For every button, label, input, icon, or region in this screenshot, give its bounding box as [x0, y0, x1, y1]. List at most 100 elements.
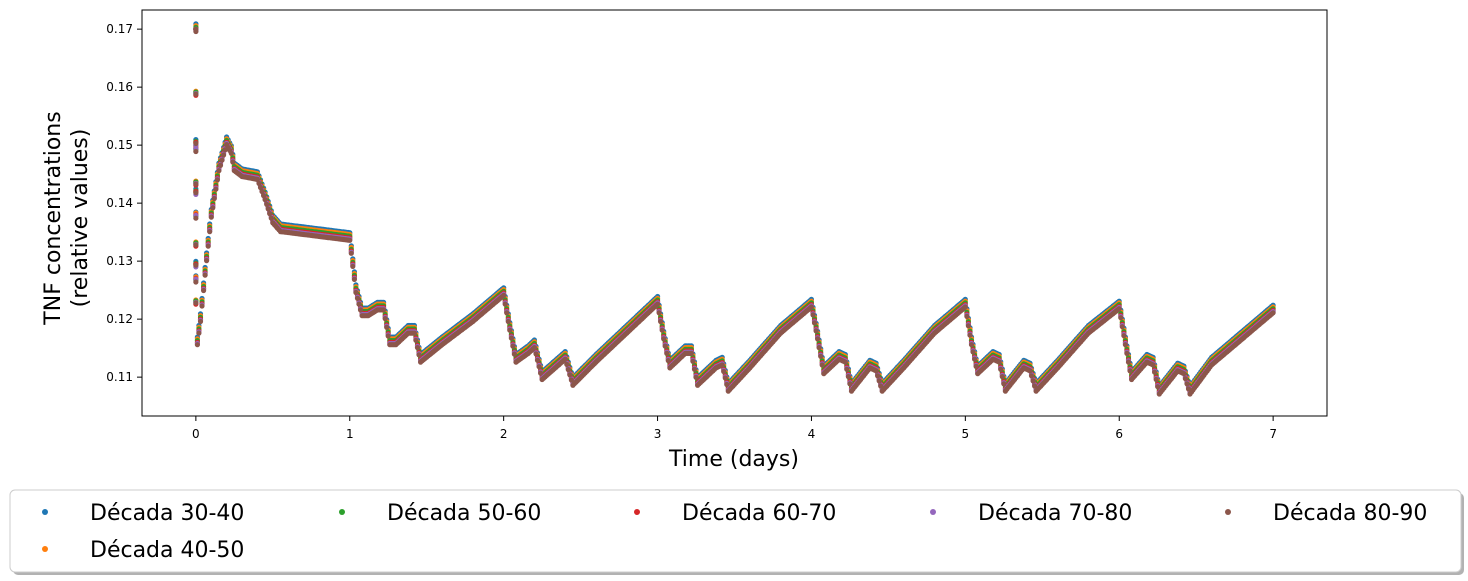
data-point — [348, 250, 354, 256]
data-point — [721, 368, 727, 375]
x-tick-label: 7 — [1269, 427, 1277, 441]
data-point — [996, 359, 1002, 365]
data-point — [193, 242, 199, 248]
data-point — [382, 316, 388, 322]
data-point — [690, 358, 696, 364]
data-point — [808, 304, 815, 310]
data-point — [968, 342, 975, 348]
data-point — [219, 157, 225, 163]
x-tick-label: 0 — [192, 427, 200, 441]
y-tick-label: 0.11 — [106, 370, 133, 384]
x-tick-label: 5 — [962, 427, 970, 441]
data-point — [965, 323, 972, 329]
y-tick-label: 0.15 — [106, 138, 133, 152]
legend-item: Década 40-50 — [42, 538, 244, 563]
data-point — [1027, 368, 1033, 374]
legend-marker — [930, 509, 936, 515]
data-point — [816, 345, 822, 351]
data-point — [256, 180, 262, 186]
data-point — [693, 374, 699, 380]
x-axis-title: Time (days) — [668, 447, 799, 472]
data-point — [199, 303, 205, 309]
data-point — [1125, 359, 1132, 365]
data-point — [1155, 384, 1161, 390]
data-point — [208, 214, 214, 220]
y-axis-title-line-1: TNF concentrations — [41, 111, 66, 325]
data-point — [228, 150, 234, 156]
data-point — [724, 381, 730, 388]
data-point — [502, 301, 508, 307]
data-point — [661, 336, 667, 342]
data-point — [1030, 378, 1036, 384]
data-point — [193, 181, 199, 187]
data-point — [1119, 324, 1125, 330]
y-tick-label: 0.12 — [106, 312, 133, 326]
legend-item: Década 70-80 — [930, 501, 1132, 526]
data-point — [193, 215, 199, 221]
data-point — [205, 243, 211, 249]
series-5 — [193, 26, 1276, 396]
data-point — [1001, 381, 1007, 387]
data-point — [1152, 369, 1158, 375]
data-point — [999, 374, 1005, 380]
plot-frame — [141, 9, 1328, 417]
data-point — [972, 356, 978, 362]
y-tick-label: 0.17 — [106, 22, 133, 36]
data-point — [662, 343, 668, 349]
data-point — [665, 358, 671, 364]
data-point — [210, 205, 216, 211]
data-point — [230, 159, 236, 165]
data-point — [1150, 362, 1156, 368]
data-point — [221, 152, 227, 158]
data-point — [267, 211, 273, 217]
data-point — [505, 318, 511, 325]
data-point — [351, 276, 357, 282]
data-point — [845, 374, 852, 380]
x-tick-label: 2 — [500, 427, 508, 441]
axes — [141, 9, 1328, 417]
data-point — [1270, 310, 1276, 316]
data-point — [193, 91, 199, 97]
data-point — [847, 381, 853, 387]
data-point — [564, 361, 570, 367]
data-point — [257, 184, 264, 191]
data-point — [815, 336, 821, 342]
data-point — [353, 289, 359, 296]
data-point — [1032, 383, 1038, 389]
legend-marker — [1225, 509, 1231, 515]
data-point — [202, 272, 208, 278]
data-point — [688, 350, 695, 356]
data-point — [193, 140, 199, 146]
series-2 — [193, 23, 1276, 391]
y-axis: 0.11 0.12 0.13 0.14 0.15 0.16 0.17 — [106, 22, 142, 384]
legend-items: Década 30-40 Década 40-50 Década 50-60 Déca… — [42, 501, 1427, 563]
data-point — [204, 258, 210, 264]
data-point — [262, 197, 268, 203]
legend-label: Década 60-70 — [682, 501, 836, 526]
data-point — [811, 320, 818, 326]
data-point — [1127, 368, 1133, 374]
data-point — [873, 368, 879, 374]
data-point — [357, 307, 364, 313]
data-point — [876, 378, 882, 384]
data-point — [1122, 342, 1128, 348]
data-point — [193, 300, 199, 306]
data-point — [381, 307, 387, 313]
series-6 — [193, 26, 1276, 397]
data-point — [414, 345, 421, 351]
legend-label: Década 70-80 — [978, 501, 1132, 526]
data-point — [998, 366, 1004, 372]
data-point — [254, 176, 260, 182]
series-1 — [193, 21, 1276, 389]
legend-box — [9, 489, 1462, 573]
data-point — [1118, 315, 1124, 321]
x-tick-label: 4 — [808, 427, 816, 441]
data-point — [534, 357, 541, 363]
data-point — [264, 201, 270, 207]
data-point — [268, 215, 274, 221]
legend-item: Década 50-60 — [339, 501, 541, 526]
data-point — [658, 318, 664, 325]
legend-marker — [634, 509, 640, 515]
data-point — [194, 342, 200, 348]
data-point — [1121, 333, 1127, 339]
